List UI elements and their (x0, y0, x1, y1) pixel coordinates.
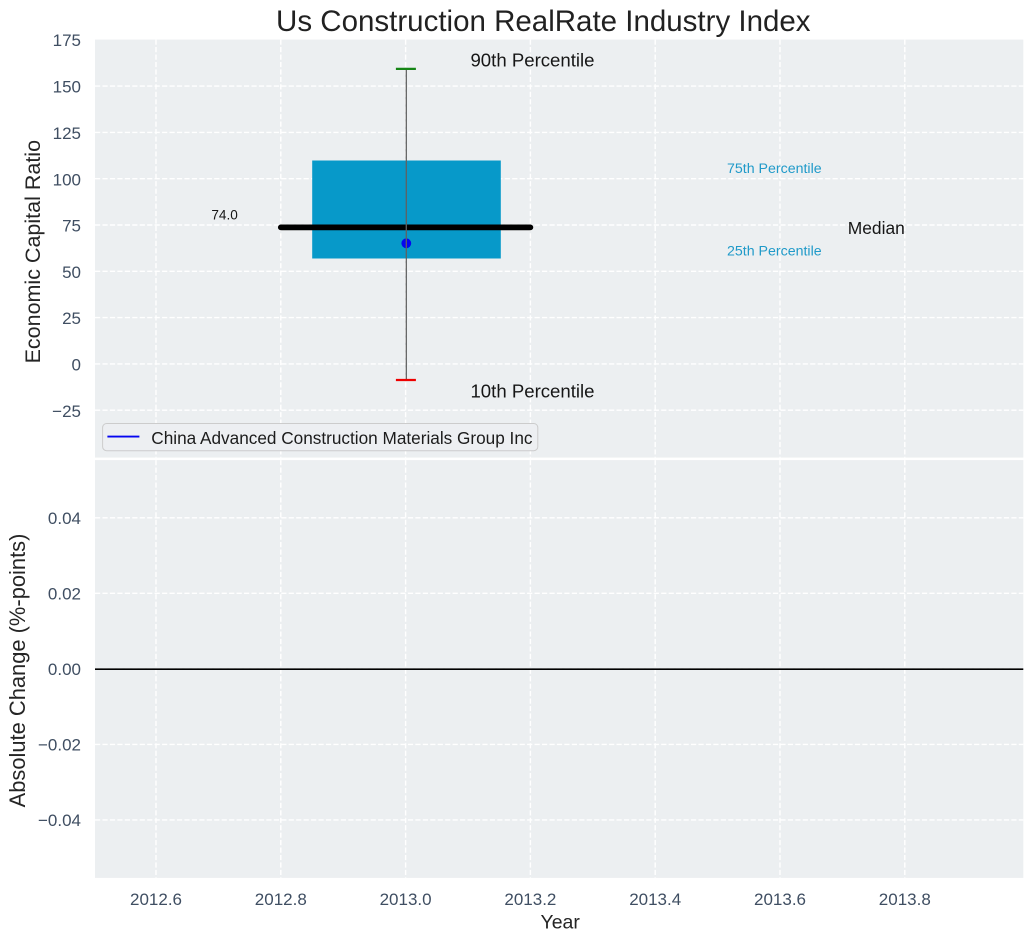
svg-text:Year: Year (540, 911, 580, 933)
svg-text:2012.6: 2012.6 (130, 890, 182, 909)
svg-text:0: 0 (72, 356, 81, 375)
svg-text:Us Construction RealRate Indus: Us Construction RealRate Industry Index (276, 5, 811, 38)
svg-text:2013.2: 2013.2 (504, 890, 556, 909)
svg-text:75th Percentile: 75th Percentile (727, 161, 822, 177)
svg-text:2012.8: 2012.8 (255, 890, 307, 909)
svg-text:2013.0: 2013.0 (380, 890, 432, 909)
svg-text:0.04: 0.04 (48, 509, 81, 528)
svg-text:0.02: 0.02 (48, 585, 81, 604)
svg-text:−25: −25 (52, 402, 81, 421)
svg-text:Median: Median (848, 218, 905, 238)
svg-text:75: 75 (62, 217, 81, 236)
svg-text:90th Percentile: 90th Percentile (470, 50, 594, 71)
svg-text:125: 125 (53, 124, 81, 143)
svg-text:2013.6: 2013.6 (754, 890, 806, 909)
svg-text:China Advanced Construction Ma: China Advanced Construction Materials Gr… (151, 428, 533, 448)
svg-text:Economic Capital Ratio: Economic Capital Ratio (21, 140, 45, 364)
svg-text:−0.04: −0.04 (38, 811, 81, 830)
svg-text:2013.8: 2013.8 (879, 890, 931, 909)
svg-text:50: 50 (62, 263, 81, 282)
svg-text:100: 100 (53, 170, 81, 189)
svg-text:175: 175 (53, 31, 81, 50)
svg-text:2013.4: 2013.4 (629, 890, 681, 909)
svg-text:0.00: 0.00 (48, 660, 81, 679)
svg-text:Absolute Change (%-points): Absolute Change (%-points) (5, 534, 30, 808)
svg-text:10th Percentile: 10th Percentile (470, 380, 594, 401)
svg-text:−0.02: −0.02 (38, 736, 81, 755)
svg-text:150: 150 (53, 78, 81, 97)
svg-text:25th Percentile: 25th Percentile (727, 244, 822, 260)
svg-text:25: 25 (62, 309, 81, 328)
svg-text:74.0: 74.0 (211, 208, 238, 223)
